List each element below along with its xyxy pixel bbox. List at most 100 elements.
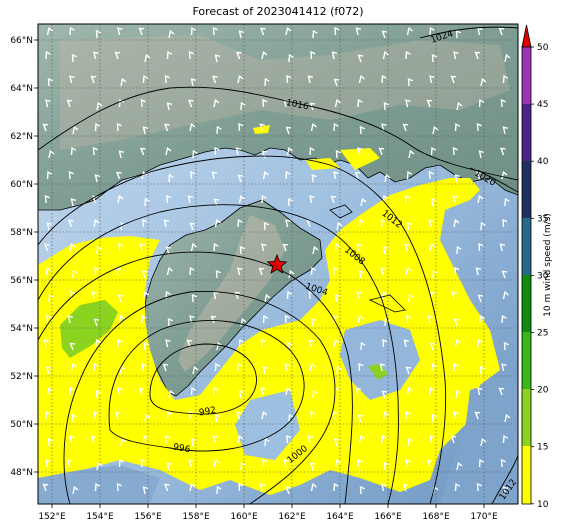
- colorbar-segment: [522, 446, 531, 504]
- wind-barb: [499, 243, 506, 252]
- wind-fill-10-15-north-c: [340, 148, 380, 170]
- wind-barb: [336, 365, 342, 375]
- wind-barb: [359, 485, 365, 495]
- wind-barb: [408, 149, 415, 159]
- ocean-gap-east: [340, 320, 420, 400]
- wind-barb: [166, 266, 173, 276]
- wind-barb: [456, 461, 463, 471]
- colorbar-extend-arrow: [521, 24, 532, 48]
- wind-barb: [502, 218, 508, 228]
- wind-barb: [477, 194, 484, 204]
- wind-barb: [360, 197, 367, 207]
- lon-tick-label: 166°E: [374, 512, 402, 522]
- figure-title: Forecast of 2023041412 (f072): [192, 5, 364, 18]
- wind-barb: [405, 366, 412, 375]
- colorbar: 50 45 40 35 30 25 20 15 10: [521, 24, 549, 510]
- wind-barb: [384, 173, 391, 183]
- wind-barb: [211, 171, 218, 180]
- wind-barb: [382, 246, 389, 255]
- wind-barb: [333, 122, 339, 132]
- wind-barb: [214, 54, 221, 63]
- ocean-gap-south: [235, 390, 300, 460]
- wind-barb: [283, 459, 290, 468]
- map-frame: [37, 23, 519, 505]
- wind-barb: [358, 270, 365, 279]
- wind-barb: [358, 218, 365, 228]
- wind-barb: [360, 341, 366, 351]
- wind-barb: [477, 387, 483, 396]
- wind-barb: [45, 266, 52, 276]
- lon-tick-label: 154°E: [86, 512, 114, 522]
- wind-barb: [238, 30, 245, 39]
- wind-barb: [164, 483, 170, 492]
- lat-tick-label: 66°N: [10, 36, 33, 46]
- wind-barb: [379, 363, 386, 372]
- wind-barb: [168, 29, 175, 39]
- wind-barb: [142, 434, 149, 444]
- wind-barb: [307, 75, 314, 84]
- wind-barb: [94, 122, 101, 132]
- wind-barb: [286, 74, 292, 84]
- wind-barb: [67, 315, 74, 324]
- wind-barb: [504, 413, 511, 423]
- wind-barb: [162, 363, 169, 372]
- wind-barb: [381, 30, 388, 39]
- wind-barb: [117, 27, 123, 36]
- isobar-1024: [419, 26, 518, 39]
- wind-barb: [45, 99, 51, 108]
- wind-barb: [164, 74, 170, 84]
- wind-barb: [332, 266, 338, 276]
- wind-barb: [93, 411, 99, 420]
- wind-barb: [69, 435, 75, 444]
- wind-barb: [118, 314, 125, 324]
- wind-barb: [312, 245, 319, 255]
- wind-barb: [430, 198, 437, 207]
- wind-barb: [66, 99, 73, 108]
- wind-barb: [498, 27, 505, 36]
- wind-barb: [431, 53, 437, 63]
- wind-barb: [66, 459, 73, 468]
- wind-barb: [476, 171, 482, 180]
- wind-barb: [42, 123, 49, 132]
- lon-tick-label: 168°E: [422, 512, 450, 522]
- wind-barb: [288, 413, 294, 423]
- wind-barb: [261, 50, 268, 60]
- wind-barb: [70, 198, 77, 207]
- coastline-east: [329, 204, 406, 313]
- wind-barb: [236, 411, 242, 420]
- wind-barb: [46, 170, 53, 180]
- wind-barb: [357, 314, 364, 324]
- wind-barb: [46, 222, 53, 231]
- wind-barb: [430, 290, 436, 300]
- wind-barb: [238, 194, 245, 204]
- wind-barb: [500, 147, 506, 156]
- wind-barb: [331, 51, 338, 60]
- wind-barb: [454, 174, 461, 183]
- wind-barb: [284, 363, 290, 372]
- wind-barb: [189, 315, 195, 324]
- wind-barb: [358, 74, 365, 84]
- wind-barb: [120, 437, 127, 447]
- wind-barb: [452, 195, 458, 204]
- wind-barb: [284, 314, 290, 324]
- wind-barb: [70, 362, 77, 372]
- wind-barb: [261, 243, 267, 252]
- wind-barb: [96, 245, 102, 255]
- wind-barb: [383, 101, 389, 111]
- wind-barb: [190, 438, 197, 447]
- wind-barb: [455, 29, 461, 39]
- wind-barb: [94, 338, 101, 348]
- wind-barb: [334, 98, 341, 108]
- lon-tick-label: 170°E: [470, 512, 498, 522]
- lat-tick-label: 60°N: [10, 180, 33, 190]
- wind-barb: [92, 146, 98, 156]
- wind-barb: [286, 290, 293, 300]
- wind-barb: [260, 338, 266, 348]
- wind-barb: [453, 218, 460, 228]
- wind-barb: [286, 434, 292, 444]
- wind-barb: [258, 267, 265, 276]
- wind-barb: [166, 462, 173, 471]
- wind-barb: [402, 123, 409, 132]
- wind-barb: [140, 98, 146, 108]
- wind-barb: [45, 366, 52, 375]
